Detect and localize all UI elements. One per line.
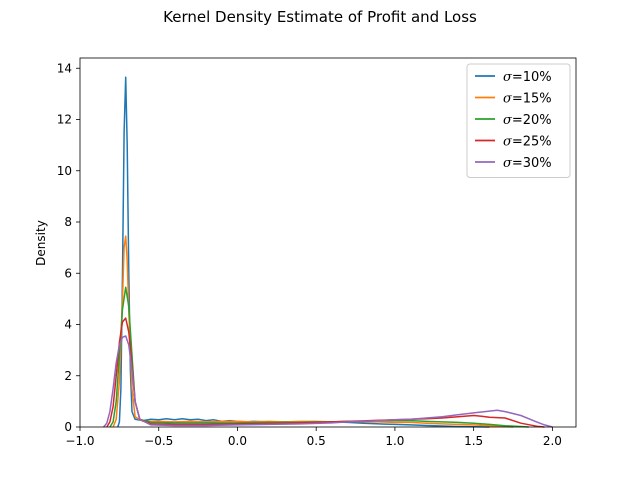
y-tick-label: 12 xyxy=(57,113,72,127)
x-tick-label: 1.0 xyxy=(385,434,404,448)
legend-label-1: σ=10% xyxy=(503,70,552,85)
series-line-5 xyxy=(103,335,553,428)
y-tick-label: 10 xyxy=(57,164,72,178)
axes-frame xyxy=(79,57,577,428)
chart-title: Kernel Density Estimate of Profit and Lo… xyxy=(163,8,477,26)
y-tick-label: 0 xyxy=(64,420,72,434)
x-tick-label: 2.0 xyxy=(543,434,562,448)
legend-label-3: σ=20% xyxy=(503,113,552,128)
legend-box xyxy=(466,63,571,178)
legend: σ=10% σ=15% σ=20% σ=25% σ=30% xyxy=(466,63,571,178)
series-line-1 xyxy=(117,76,490,428)
y-tick-label: 8 xyxy=(64,215,72,229)
series-line-4 xyxy=(106,317,545,428)
y-tick-label: 2 xyxy=(64,369,72,383)
legend-label-2: σ=15% xyxy=(503,92,552,107)
series-line-3 xyxy=(109,286,529,428)
legend-label-5: σ=30% xyxy=(503,156,552,171)
y-axis-label: Density xyxy=(34,220,48,266)
x-tick-label: 1.5 xyxy=(464,434,483,448)
x-tick-label: −0.5 xyxy=(144,434,173,448)
legend-label-4: σ=25% xyxy=(503,135,552,150)
y-tick-label: 4 xyxy=(64,318,72,332)
y-tick-label: 14 xyxy=(57,61,72,75)
y-tick-label: 6 xyxy=(64,266,72,280)
x-tick-label: 0.5 xyxy=(307,434,326,448)
series-line-2 xyxy=(112,235,514,428)
x-tick-label: −1.0 xyxy=(65,434,94,448)
plot-area: −1.0 −0.5 0.0 0.5 1.0 1.5 2.0 0 2 4 6 8 10 12 14 xyxy=(57,57,577,448)
x-tick-label: 0.0 xyxy=(228,434,247,448)
